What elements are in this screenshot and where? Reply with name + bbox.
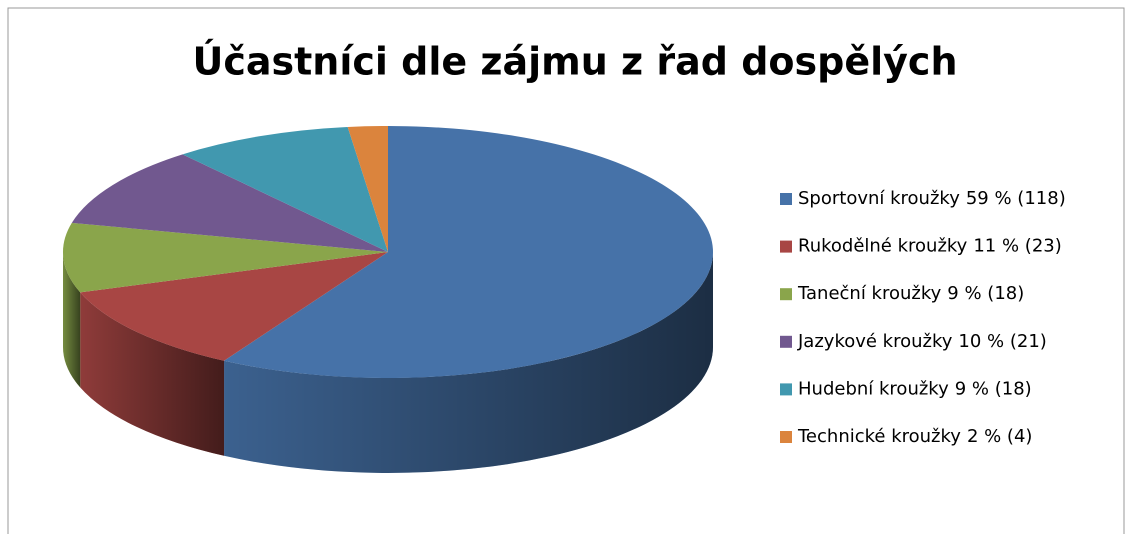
legend-value: 2 % (4): [967, 426, 1033, 447]
frame: [7, 7, 1125, 534]
slice: [80, 252, 388, 361]
legend-category: Jazykové kroužky: [797, 331, 953, 352]
legend-swatch: [780, 288, 792, 301]
legend-value: 9 % (18): [947, 283, 1024, 304]
legend-swatch: [780, 383, 792, 396]
legend-label: Jazykové kroužky 10 % (21): [797, 331, 1047, 352]
legend-value: 11 % (23): [973, 236, 1061, 257]
legend-swatch: [780, 240, 792, 253]
slice: [347, 126, 388, 252]
legend-label: Rukodělné kroužky 11 % (23): [798, 236, 1062, 257]
slice-side-shade: [224, 252, 713, 474]
legend-category: Hudební kroužky: [798, 378, 949, 399]
slice: [62, 222, 388, 293]
legend-label: Hudební kroužky 9 % (18): [798, 378, 1032, 399]
slice-side-shade: [80, 292, 225, 456]
legend-category: Rukodělné kroužky: [798, 236, 968, 257]
chart-title: Účastníci dle zájmu z řad dospělých: [193, 40, 958, 84]
legend-label: Technické kroužky 2 % (4): [797, 426, 1032, 447]
slice: [224, 126, 713, 378]
legend-category: Technické kroužky: [797, 426, 961, 447]
slice: [182, 126, 388, 252]
legend-value: 59 % (118): [966, 188, 1066, 209]
legend-value: 9 % (18): [955, 378, 1032, 399]
legend-value: 10 % (21): [958, 331, 1046, 352]
slice-side-shade: [63, 252, 81, 388]
legend-label: Taneční kroužky 9 % (18): [797, 283, 1024, 304]
legend-swatch: [780, 193, 792, 205]
legend-category: Taneční kroužky: [797, 283, 942, 304]
legend-label: Sportovní kroužky 59 % (118): [798, 188, 1066, 209]
legend-swatch: [780, 335, 792, 348]
slice: [71, 154, 388, 252]
legend-swatch: [780, 431, 792, 443]
legend-category: Sportovní kroužky: [798, 188, 960, 209]
